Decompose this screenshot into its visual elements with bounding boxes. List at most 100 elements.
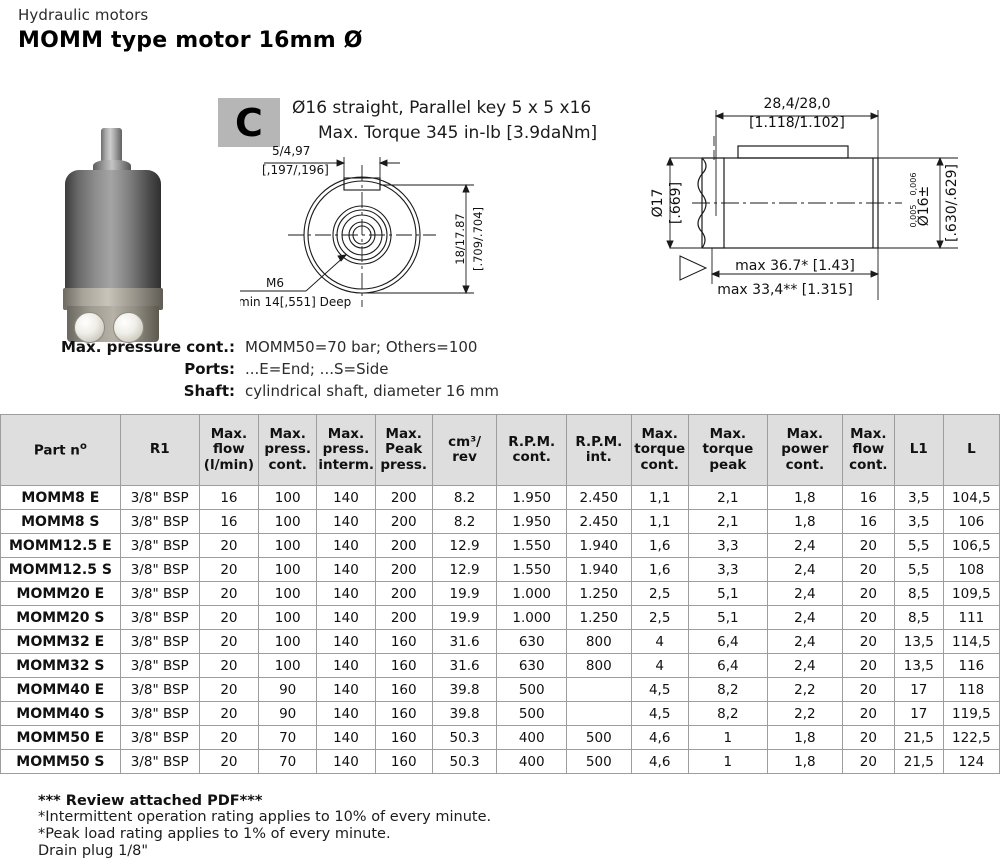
table-row: MOMM50 E 3/8" BSP 20 70 140 160 50.3 400 500 4,6 1…: [0, 725, 1000, 750]
cell-value: 4: [630, 653, 689, 678]
cell-r1: 3/8" BSP: [119, 677, 200, 702]
cell-value: 140: [316, 725, 376, 750]
cell-value: 1: [687, 725, 768, 750]
cell-value: 20: [841, 557, 895, 582]
shaft-height-in-label: [.709/.704]: [471, 207, 485, 271]
cell-value: 200: [374, 581, 433, 606]
cell-value: 16: [198, 485, 260, 510]
cell-value: 400: [496, 725, 568, 750]
cell-value: 12.9: [431, 557, 498, 582]
cell-value: 20: [841, 629, 895, 654]
cell-value: [566, 677, 632, 702]
max-length-1-label: max 36.7* [1.43]: [735, 258, 855, 274]
cell-value: 8,2: [687, 677, 768, 702]
key-length-mm-label: 28,4/28,0: [763, 96, 830, 112]
col-header-line: Max.: [269, 426, 306, 443]
cell-value: 6,4: [687, 629, 768, 654]
cell-value: 160: [374, 725, 433, 750]
cell-value: 200: [374, 557, 433, 582]
table-col-header-4: Max. press. interm.: [316, 414, 376, 486]
cell-r1: 3/8" BSP: [119, 653, 200, 678]
cell-value: 200: [374, 485, 433, 510]
cell-value: 16: [198, 509, 260, 534]
flange-dia-in-label: [.669]: [668, 182, 684, 224]
cell-value: 1.000: [496, 605, 568, 630]
spec-list: Max. pressure cont.: MOMM50=70 bar; Othe…: [0, 338, 560, 404]
shaft-tol-minus-label: 0,005: [909, 205, 918, 228]
cell-value: 39.8: [431, 701, 498, 726]
cell-value: 500: [496, 677, 568, 702]
cell-value: 20: [198, 677, 260, 702]
cell-value: 8,2: [687, 701, 768, 726]
cell-value: 1,8: [766, 725, 843, 750]
shaft-side-view-drawing: 28,4/28,0 [1.118/1.102]: [640, 88, 990, 317]
cell-value: 16: [841, 485, 895, 510]
cell-value: 20: [198, 629, 260, 654]
cell-value: 21,5: [893, 725, 944, 750]
cell-value: 20: [198, 557, 260, 582]
col-header-line: torque: [634, 441, 686, 458]
cell-value: 100: [258, 581, 318, 606]
motor-port-plug-left: [74, 312, 105, 343]
cell-value: 140: [316, 749, 376, 774]
cell-value: 5,1: [687, 581, 768, 606]
table-row: MOMM40 E 3/8" BSP 20 90 140 160 39.8 500 4,5 8,2 2…: [0, 677, 1000, 702]
cell-value: 116: [942, 653, 1000, 678]
cell-value: 1.550: [496, 557, 568, 582]
cell-value: 2,4: [766, 629, 843, 654]
col-header-line: peak: [709, 456, 747, 473]
table-col-header-0: Part no: [0, 414, 121, 486]
cell-part-number: MOMM8 E: [0, 485, 121, 510]
cell-r1: 3/8" BSP: [119, 485, 200, 510]
motor-shaft: [101, 128, 122, 168]
cell-value: 1.950: [496, 509, 568, 534]
col-header-line: rev: [452, 449, 477, 465]
cell-value: 800: [566, 629, 632, 654]
cell-value: 1,1: [630, 485, 689, 510]
thread-depth-label: min 14[,551] Deep: [240, 295, 351, 309]
cell-value: 20: [198, 581, 260, 606]
col-header-line: int.: [585, 449, 612, 465]
shaft-dia-mm-label: Ø16±: [916, 186, 932, 227]
cell-value: 500: [566, 749, 632, 774]
footnote-line: Drain plug 1/8": [38, 843, 149, 860]
col-header-line: L: [967, 441, 976, 458]
cell-value: 200: [374, 533, 433, 558]
cell-value: 100: [258, 509, 318, 534]
table-col-header-6: cm³/rev: [431, 414, 498, 486]
cell-value: 2,4: [766, 605, 843, 630]
cell-r1: 3/8" BSP: [119, 749, 200, 774]
shaft-tol-plus-label: 0,006: [909, 173, 918, 196]
col-header-line: Max.: [786, 426, 824, 443]
spec-row: Shaft: cylindrical shaft, diameter 16 mm: [0, 382, 560, 400]
table-col-header-10: Max. torque peak: [687, 414, 768, 486]
shaft-option-line2: Max. Torque 345 in-lb [3.9daNm]: [318, 123, 598, 143]
table-col-header-3: Max. press. cont.: [258, 414, 318, 486]
cell-part-number: MOMM32 S: [0, 653, 121, 678]
cell-part-number: MOMM12.5 E: [0, 533, 121, 558]
cell-value: 2.450: [566, 485, 632, 510]
cell-value: 1.940: [566, 533, 632, 558]
table-row: MOMM20 S 3/8" BSP 20 100 140 200 19.9 1.000 1.25…: [0, 605, 1000, 630]
col-header-line: press.: [264, 441, 312, 458]
cell-part-number: MOMM32 E: [0, 629, 121, 654]
col-header-line: R.P.M.: [508, 433, 556, 450]
col-header-line: Part no: [33, 441, 87, 459]
cell-value: 1,8: [766, 749, 843, 774]
cell-part-number: MOMM40 S: [0, 701, 121, 726]
cell-value: 20: [841, 677, 895, 702]
cell-value: 500: [496, 701, 568, 726]
cell-value: 20: [198, 605, 260, 630]
flange-dia-mm-label: Ø17: [650, 189, 666, 218]
col-header-line: Max.: [641, 426, 678, 443]
table-col-header-11: Max. power cont.: [766, 414, 843, 486]
cell-value: 20: [841, 581, 895, 606]
cell-value: 160: [374, 653, 433, 678]
spec-table-wrapper: Part no R1 Max. flow (l/min) Max. press. cont. M…: [0, 414, 1000, 774]
col-header-line: cm³/: [448, 433, 482, 450]
cell-value: 1.950: [496, 485, 568, 510]
spec-row: Ports: ...E=End; ...S=Side: [0, 360, 560, 378]
cell-value: 8,5: [893, 605, 944, 630]
shaft-end-view-drawing: 5/4,97 [,197/,196] 18/17.87 [.709/.704] …: [238, 144, 540, 319]
cell-r1: 3/8" BSP: [119, 533, 200, 558]
